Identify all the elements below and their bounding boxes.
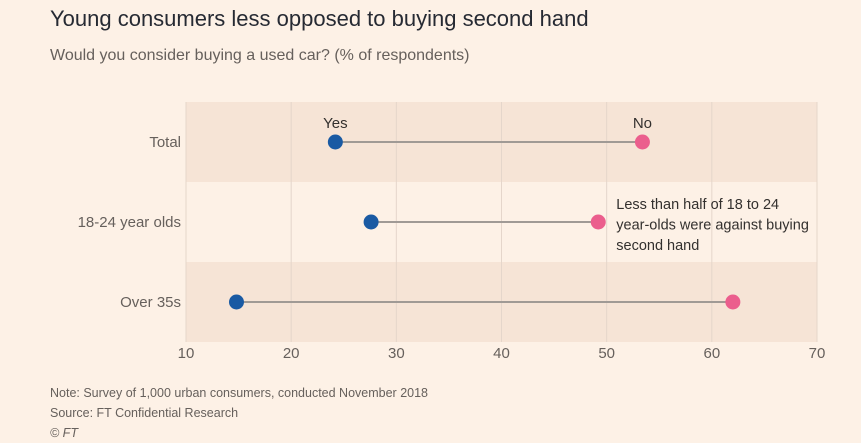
category-label: Over 35s [120,294,181,311]
no-dot [725,294,741,310]
chart-subtitle: Would you consider buying a used car? (%… [50,47,470,64]
x-tick-label: 70 [809,345,826,362]
series-label-yes: Yes [323,115,347,132]
chart-footer: Note: Survey of 1,000 urban consumers, c… [50,383,428,443]
no-dot [634,134,650,150]
yes-dot [228,294,244,310]
series-label-no: No [633,115,652,132]
x-tick-label: 50 [598,345,615,362]
x-tick-label: 20 [283,345,300,362]
annotation-line: year-olds were against buying [616,218,809,234]
yes-dot [327,134,343,150]
yes-dot [363,214,379,230]
annotation-line: second hand [616,238,699,254]
x-tick-label: 60 [703,345,720,362]
footer-source: Source: FT Confidential Research [50,406,239,420]
footer-note: Note: Survey of 1,000 urban consumers, c… [50,386,428,400]
chart-title: Young consumers less opposed to buying s… [50,6,589,31]
x-tick-label: 30 [388,345,405,362]
category-label: Total [149,134,181,151]
x-tick-label: 10 [178,345,195,362]
annotation-line: Less than half of 18 to 24 [616,197,779,213]
x-tick-label: 40 [493,345,510,362]
no-dot [590,214,606,230]
category-label: 18-24 year olds [78,214,181,231]
footer-copyright: © FT [50,426,78,440]
